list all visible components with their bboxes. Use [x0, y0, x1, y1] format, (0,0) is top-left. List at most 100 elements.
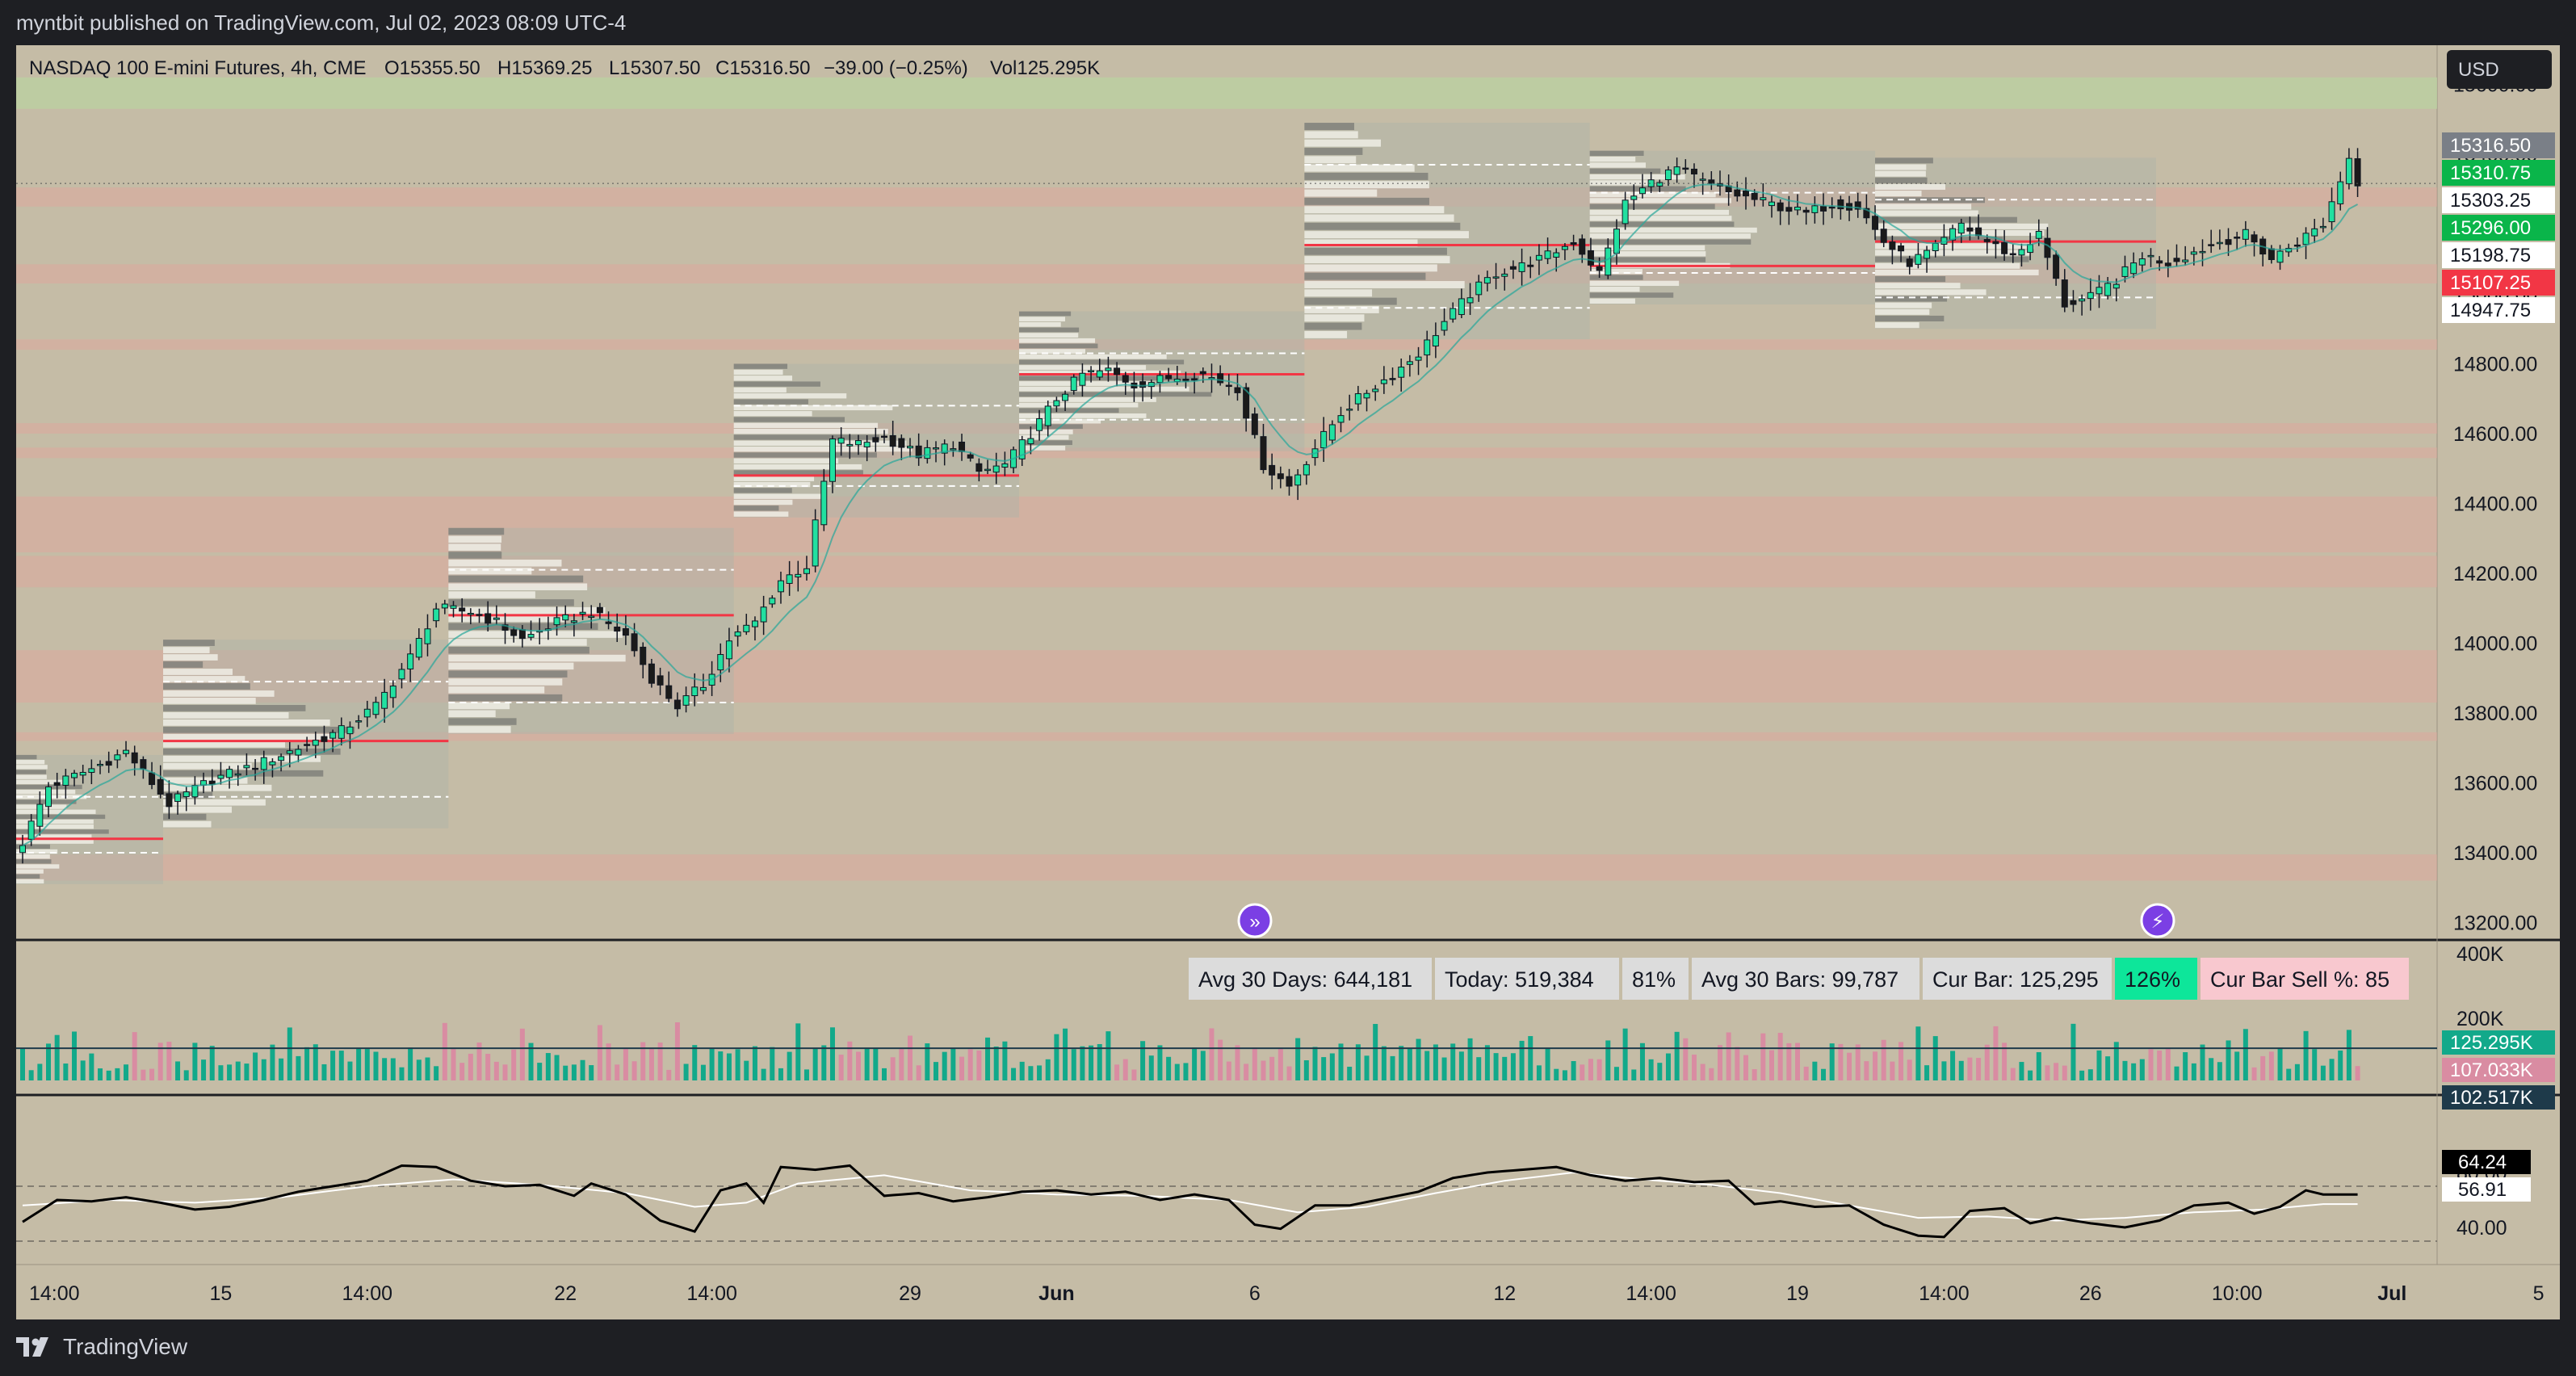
volume-bar	[106, 1070, 111, 1080]
candle-up	[863, 442, 871, 447]
candle-down	[1854, 201, 1861, 210]
profile-bin	[1875, 170, 1926, 177]
volume-bar	[1683, 1038, 1689, 1080]
time-tick-label: 6	[1249, 1282, 1261, 1305]
price-tick-label: 14200.00	[2453, 563, 2537, 585]
volume-bar	[2200, 1044, 2205, 1080]
candle-up	[2319, 225, 2326, 229]
profile-bin	[1304, 305, 1379, 313]
event-arrow-icon[interactable]	[1237, 903, 1273, 938]
price-label-box	[2442, 297, 2555, 323]
profile-bin	[733, 488, 792, 493]
volume-bar	[511, 1049, 517, 1080]
price-label-box	[2442, 242, 2555, 268]
volume-bar	[1580, 1064, 1585, 1080]
volume-stat-text: Avg 30 Days: 644,181	[1198, 967, 1412, 992]
volume-bar	[235, 1061, 241, 1080]
volume-bar	[166, 1042, 172, 1080]
candle-down	[1863, 208, 1870, 219]
candle-down	[1837, 199, 1844, 210]
candle-up	[1027, 438, 1034, 445]
profile-bin	[16, 779, 65, 785]
event-flash-icon: ⚡	[2151, 911, 2165, 933]
volume-bar	[1484, 1045, 1490, 1080]
candle-up	[1380, 379, 1387, 384]
volume-bar	[2191, 1063, 2196, 1080]
volume-bar	[1424, 1051, 1430, 1080]
volume-bar	[985, 1037, 991, 1080]
candle-down	[2009, 253, 2016, 256]
candle-up	[725, 640, 732, 660]
candle-down	[105, 761, 112, 766]
candlestick-series[interactable]	[16, 148, 2437, 864]
event-markers[interactable]: » ⚡	[1237, 903, 2175, 938]
volume-bar	[2105, 1056, 2111, 1080]
time-axis[interactable]: 14:00 15 14:00 22 14:00 29 Jun 6 12 14:00 19 14:00 2…	[29, 1282, 2545, 1305]
profile-bin	[1589, 216, 1732, 221]
candle-down	[614, 626, 621, 632]
price-change: −39.00 (−0.25%)	[824, 57, 968, 79]
candle-up	[381, 691, 388, 709]
volume-bar	[502, 1064, 508, 1080]
tradingview-brand[interactable]: TradingView	[16, 1334, 187, 1360]
candle-up	[1156, 375, 1164, 384]
price-label-text: 14947.75	[2450, 300, 2531, 321]
candle-up	[1768, 201, 1776, 207]
candle-down	[1751, 192, 1758, 200]
volume-bar	[493, 1061, 499, 1080]
profile-bin	[1875, 289, 1987, 296]
profile-bin	[1589, 239, 1752, 245]
candle-down	[485, 613, 492, 624]
candle-down	[1260, 436, 1267, 471]
profile-bin	[1019, 413, 1147, 418]
volume-bar	[399, 1067, 405, 1080]
volume-bar	[2139, 1059, 2145, 1080]
volume-bar	[1605, 1040, 1611, 1080]
candle-down	[1217, 373, 1224, 384]
volume-bar	[1502, 1056, 1508, 1080]
candle-up	[1036, 417, 1043, 431]
price-label-text: 15107.25	[2450, 272, 2531, 294]
volume-bar	[1364, 1055, 1370, 1080]
candle-down	[149, 772, 156, 786]
volume-bar	[2062, 1065, 2067, 1080]
candle-down	[157, 778, 164, 795]
profile-bin	[1304, 164, 1415, 172]
volume-bar	[1890, 1061, 1895, 1080]
profile-bin	[448, 710, 496, 718]
volume-bar	[416, 1059, 422, 1080]
volume-bar	[933, 1062, 939, 1080]
volume-bar	[580, 1059, 585, 1080]
volume-bar	[442, 1022, 447, 1080]
time-tick-label: 12	[1493, 1282, 1516, 1305]
event-arrow-icon[interactable]: »	[1237, 903, 1273, 938]
profile-bin	[1589, 280, 1680, 287]
candle-up	[984, 468, 992, 472]
profile-bin	[16, 854, 50, 859]
profile-bin	[1019, 386, 1189, 392]
currency-button[interactable]: USD	[2447, 50, 2552, 89]
event-flash-icon[interactable]	[2140, 903, 2175, 938]
candle-down	[640, 646, 647, 665]
volume-bar	[1019, 1061, 1025, 1080]
profile-bin	[1589, 287, 1640, 292]
event-flash-icon[interactable]: ⚡	[2140, 903, 2175, 938]
volume-stat-text: 81%	[1632, 967, 1676, 992]
candle-down	[1872, 216, 1879, 230]
chart-canvas[interactable]: Avg 30 Days: 644,181 Today: 519,384 81% Avg…	[16, 45, 2560, 1319]
volume-bar	[2148, 1049, 2154, 1080]
profile-bin	[448, 726, 511, 733]
candle-down	[53, 782, 61, 786]
profile-bin	[163, 661, 203, 668]
volume-bar	[2096, 1050, 2102, 1080]
volume-bar	[1777, 1033, 1783, 1080]
profile-bin	[1019, 440, 1072, 446]
candle-down	[2001, 241, 2008, 254]
candle-up	[1561, 245, 1568, 250]
candle-up	[1044, 405, 1051, 426]
profile-bin	[733, 375, 793, 381]
volume-bar	[1967, 1057, 1973, 1080]
chart-panel[interactable]: Avg 30 Days: 644,181 Today: 519,384 81% Avg…	[16, 45, 2560, 1319]
profile-bin	[1589, 298, 1635, 304]
candle-up	[1924, 250, 1931, 259]
